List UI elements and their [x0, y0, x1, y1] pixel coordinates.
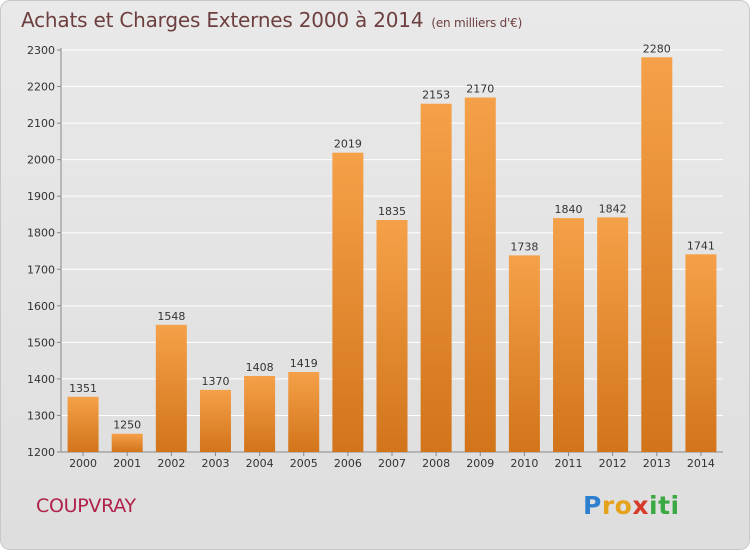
- data-label-2014: 1741: [687, 239, 715, 252]
- y-tick-label: 1300: [27, 409, 55, 422]
- data-label-2004: 1408: [246, 361, 274, 374]
- data-label-2000: 1351: [69, 382, 97, 395]
- y-tick-labels: 1200 1300 1400 1500 1600 1700 1800 1900 2000 2100…: [27, 44, 55, 459]
- bar-2014: [685, 254, 717, 452]
- x-tick-label-2010: 2010: [510, 457, 538, 470]
- y-tick-label: 1600: [27, 300, 55, 313]
- data-label-2003: 1370: [201, 375, 229, 388]
- x-tick-label-2004: 2004: [246, 457, 274, 470]
- x-tick-label-2005: 2005: [290, 457, 318, 470]
- data-label-2013: 2280: [643, 42, 671, 55]
- bar-2000: [67, 396, 99, 452]
- data-labels: 1351 1250 1548 1370 1408 1419 2019 1835 2153 2170…: [69, 42, 715, 431]
- y-tick-label: 1500: [27, 336, 55, 349]
- x-tick-label-2002: 2002: [157, 457, 185, 470]
- bar-2011: [553, 218, 585, 452]
- x-tick-label-2007: 2007: [378, 457, 406, 470]
- bar-2010: [508, 255, 540, 452]
- commune-name: COUPVRAY: [36, 495, 136, 517]
- logo-letter: o: [614, 491, 633, 520]
- y-tick-label: 1200: [27, 446, 55, 459]
- y-tick-label: 1400: [27, 373, 55, 386]
- x-tick-label-2008: 2008: [422, 457, 450, 470]
- data-label-2009: 2170: [466, 83, 494, 96]
- bar-2006: [332, 152, 364, 452]
- y-tick-label: 1800: [27, 227, 55, 240]
- bar-2009: [464, 97, 496, 452]
- bar-2013: [641, 57, 673, 453]
- x-tick-label-2012: 2012: [599, 457, 627, 470]
- x-tick-label-2009: 2009: [466, 457, 494, 470]
- proxiti-logo: Proxiti: [583, 491, 680, 520]
- bar-2012: [597, 217, 629, 452]
- logo-letter: P: [583, 491, 602, 520]
- data-label-2012: 1842: [599, 202, 627, 215]
- data-label-2010: 1738: [510, 240, 538, 253]
- x-tick-labels: 2000 2001 2002 2003 2004 2005 2006 2007 2008 2009…: [69, 457, 715, 470]
- y-tick-label: 2200: [27, 81, 55, 94]
- data-label-2007: 1835: [378, 205, 406, 218]
- bar-2008: [420, 103, 452, 453]
- logo-letter: x: [632, 491, 649, 520]
- y-tick-label: 2000: [27, 154, 55, 167]
- logo-letter: t: [658, 491, 671, 520]
- y-tick-label: 2300: [27, 44, 55, 57]
- chart-title-text: Achats et Charges Externes 2000 à 2014: [21, 8, 424, 32]
- bar-2002: [155, 324, 187, 452]
- bar-2005: [288, 371, 320, 452]
- data-label-2005: 1419: [290, 357, 318, 370]
- x-tick-label-2000: 2000: [69, 457, 97, 470]
- x-tick-label-2014: 2014: [687, 457, 715, 470]
- x-tick-label-2001: 2001: [113, 457, 141, 470]
- chart-subtitle: (en milliers d'€): [431, 16, 523, 30]
- x-tick-label-2011: 2011: [555, 457, 583, 470]
- bar-2003: [199, 389, 231, 452]
- y-tick-label: 2100: [27, 117, 55, 130]
- chart-title: Achats et Charges Externes 2000 à 2014 (e…: [21, 8, 522, 32]
- x-tick-label-2013: 2013: [643, 457, 671, 470]
- data-label-2001: 1250: [113, 419, 141, 432]
- x-tick-label-2006: 2006: [334, 457, 362, 470]
- y-tick-label: 1700: [27, 263, 55, 276]
- data-label-2002: 1548: [157, 310, 185, 323]
- logo-letter: i: [649, 491, 659, 520]
- bar-2004: [244, 375, 276, 452]
- bar-2001: [111, 433, 143, 452]
- data-label-2008: 2153: [422, 89, 450, 102]
- data-label-2006: 2019: [334, 138, 362, 151]
- bar-2007: [376, 219, 408, 452]
- data-label-2011: 1840: [555, 203, 583, 216]
- logo-letter: r: [601, 491, 615, 520]
- y-tick-label: 1900: [27, 190, 55, 203]
- x-tick-label-2003: 2003: [201, 457, 229, 470]
- bars: [67, 57, 717, 453]
- logo-letter: i: [670, 491, 680, 520]
